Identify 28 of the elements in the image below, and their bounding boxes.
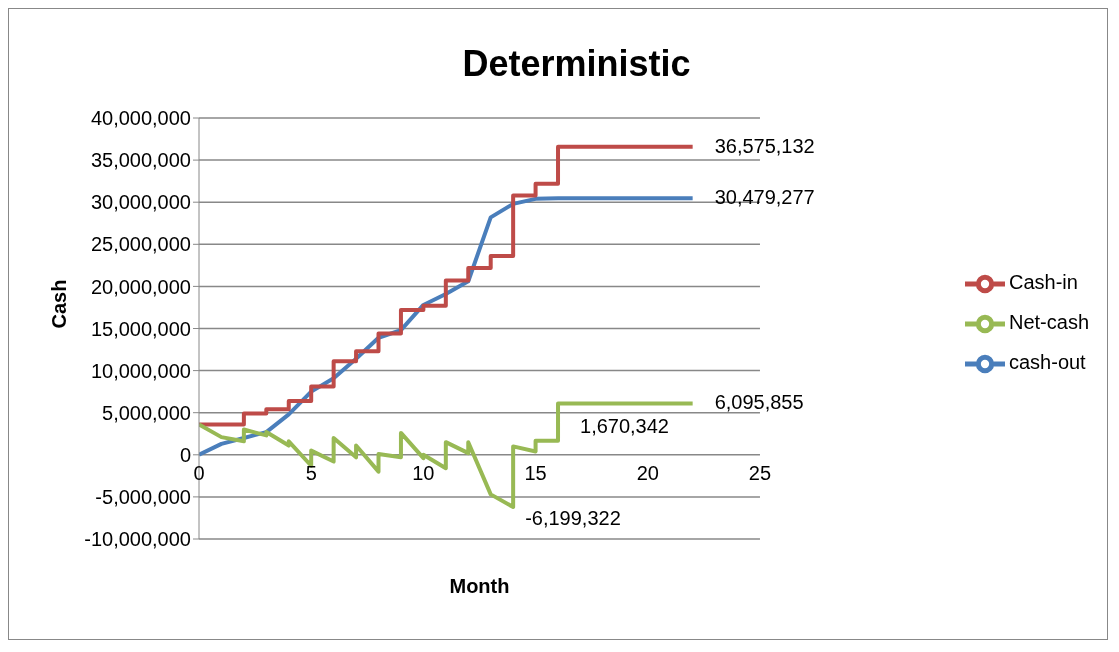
x-tick-label: 10 [412, 462, 435, 485]
x-axis-title: Month [449, 575, 510, 597]
annotation: 1,670,342 [580, 414, 669, 437]
x-tick-label: 20 [636, 462, 659, 485]
y-tick-label: 15,000,000 [90, 317, 191, 340]
y-tick-label: 5,000,000 [102, 401, 191, 424]
y-tick-label: 30,000,000 [90, 191, 191, 214]
annotation: 30,479,277 [714, 186, 815, 209]
x-tick-label: 0 [193, 462, 205, 485]
annotation: 6,095,855 [714, 391, 804, 414]
y-tick-label: 40,000,000 [90, 107, 191, 130]
y-tick-label: -5,000,000 [95, 486, 191, 508]
y-tick-label: 25,000,000 [90, 233, 191, 256]
y-tick-label: 35,000,000 [90, 149, 191, 172]
y-tick-label: -10,000,000 [84, 528, 191, 551]
annotation: 36,575,132 [714, 134, 815, 157]
chart-title: Deterministic [461, 43, 692, 85]
y-tick-label: 20,000,000 [90, 275, 191, 298]
x-tick-label: 25 [748, 462, 772, 485]
x-tick-label: 15 [524, 462, 547, 485]
legend-label: Cash-in [1008, 271, 1078, 294]
y-axis-title: Cash [48, 279, 71, 329]
legend-label: cash-out [1008, 351, 1086, 374]
y-tick-label: 10,000,000 [90, 359, 191, 382]
y-tick-label: 0 [179, 443, 191, 466]
annotation: -6,199,322 [525, 507, 621, 529]
legend-label: Net-cash [1008, 311, 1089, 334]
x-tick-label: 5 [305, 462, 317, 485]
